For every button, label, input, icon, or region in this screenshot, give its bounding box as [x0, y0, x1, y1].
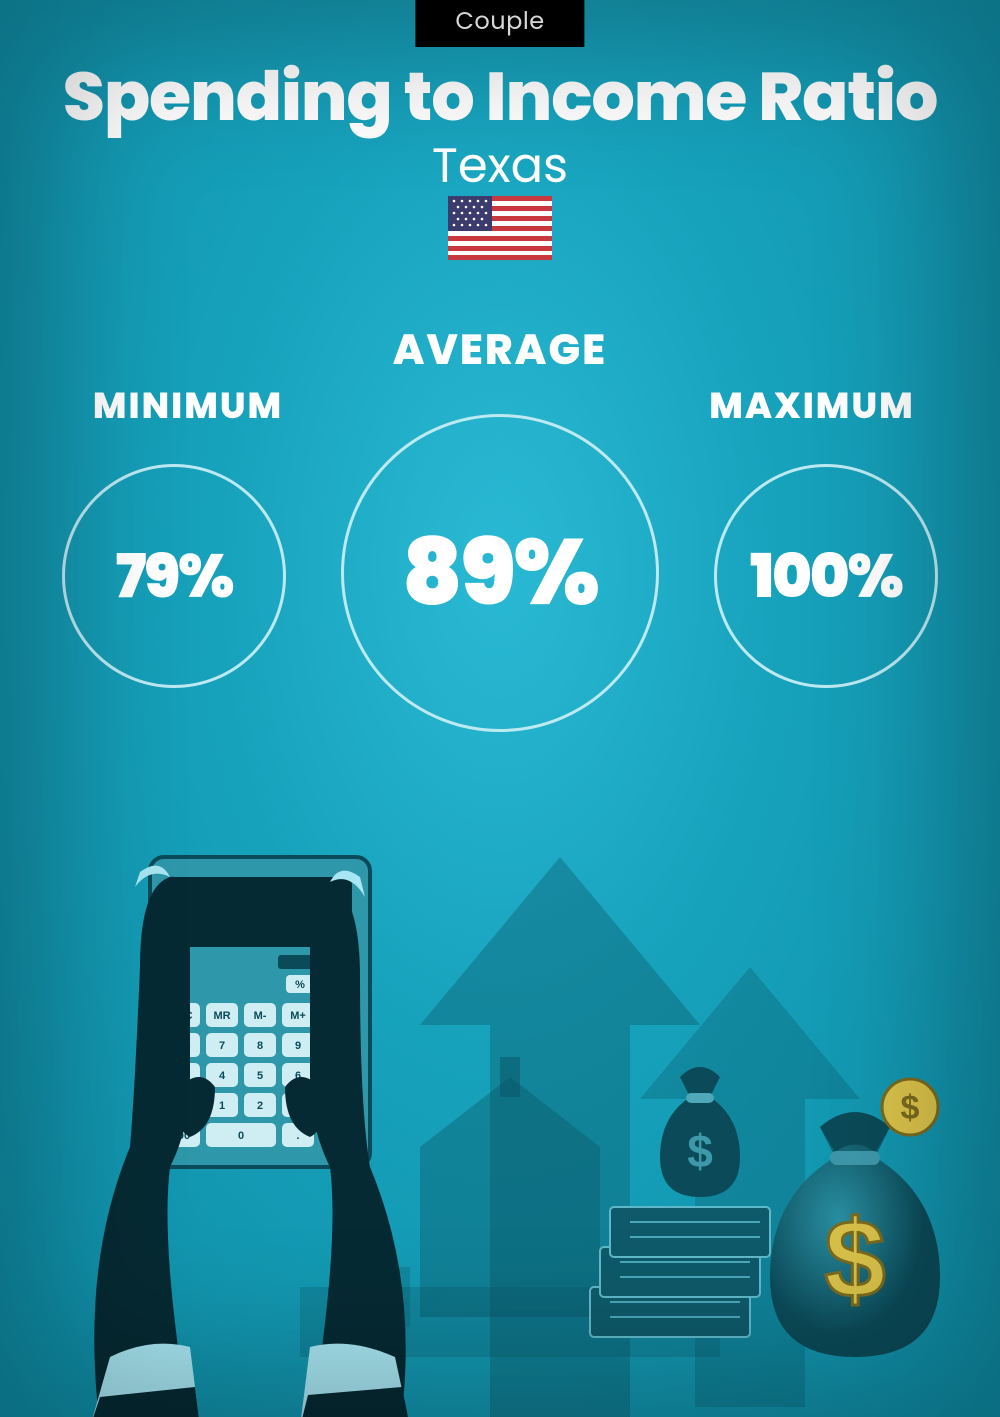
svg-text:8: 8	[257, 1040, 263, 1052]
svg-text:5: 5	[257, 1070, 263, 1082]
maximum-value: 100%	[750, 531, 902, 621]
badge-label: Couple	[455, 5, 544, 38]
maximum-circle: 100%	[714, 464, 938, 688]
coin-icon: $	[880, 1077, 940, 1137]
svg-text:0: 0	[238, 1130, 244, 1142]
svg-text:$: $	[901, 1089, 920, 1127]
average-label: AVERAGE	[0, 318, 1000, 381]
minimum-circle: 79%	[62, 464, 286, 688]
maximum-label: MAXIMUM	[682, 378, 942, 433]
hands-calculator-icon: % MU MC MR M- M+ ÷ +/- 7 8 9 × ▶ 4 5 6 −	[40, 827, 460, 1417]
svg-text:.: .	[296, 1130, 299, 1142]
svg-text:9: 9	[295, 1040, 301, 1052]
usa-flag-icon	[448, 196, 552, 260]
illustration: $ $ $ % MU	[0, 777, 1000, 1417]
region-subtitle: Texas	[0, 130, 1000, 202]
svg-text:%: %	[295, 979, 305, 991]
svg-text:4: 4	[219, 1070, 226, 1082]
svg-text:1: 1	[219, 1100, 225, 1112]
minimum-label: MINIMUM	[58, 378, 318, 433]
svg-text:2: 2	[257, 1100, 263, 1112]
svg-text:$: $	[824, 1198, 885, 1321]
minimum-value: 79%	[116, 531, 233, 621]
money-bag-icon: $	[740, 1097, 970, 1377]
svg-text:M+: M+	[290, 1010, 306, 1022]
category-badge: Couple	[415, 0, 584, 47]
svg-text:$: $	[687, 1125, 713, 1177]
average-circle: 89%	[341, 414, 659, 732]
svg-text:M-: M-	[254, 1010, 267, 1022]
average-value: 89%	[402, 504, 598, 642]
svg-text:7: 7	[219, 1040, 225, 1052]
svg-text:MR: MR	[213, 1010, 230, 1022]
